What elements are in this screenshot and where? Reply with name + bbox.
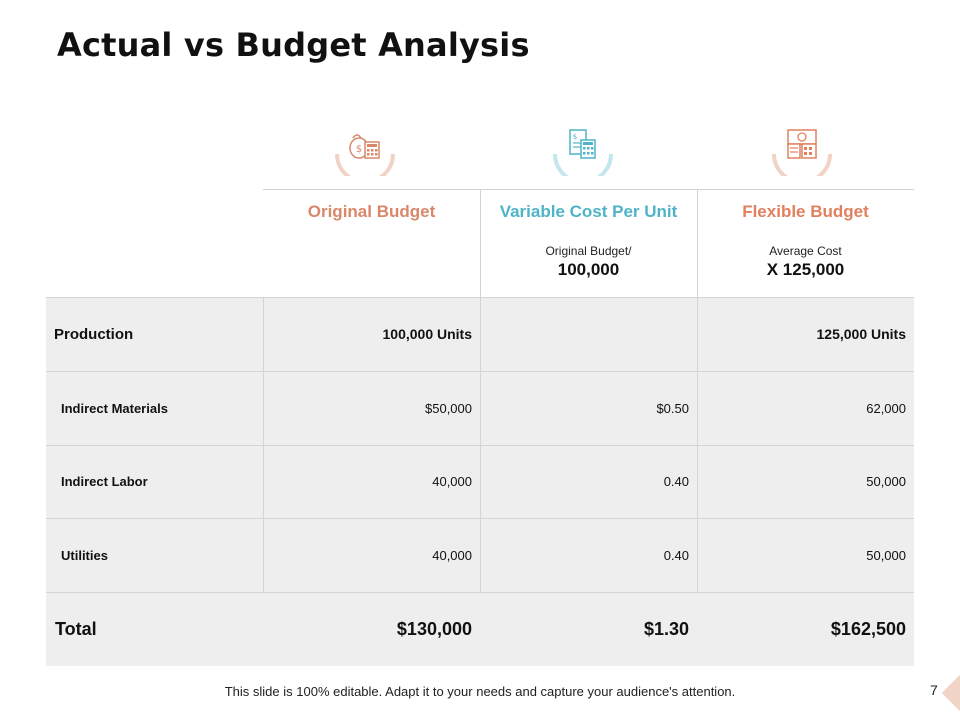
row-label-production: Production [54, 325, 134, 343]
column-divider [480, 297, 481, 592]
row-label-utilities: Utilities [61, 547, 108, 563]
footer-note: This slide is 100% editable. Adapt it to… [224, 684, 736, 699]
header-variable-subtitle: Original Budget/ [545, 244, 632, 258]
cell-total-flexible: $162,500 [830, 618, 906, 639]
header-original-budget: Original Budget [263, 190, 480, 297]
cell-materials-original: $50,000 [425, 400, 472, 416]
cell-labor-original: 40,000 [432, 474, 472, 489]
header-variable-cost: Variable Cost Per Unit Original Budget/ … [480, 190, 697, 297]
header-divider [697, 190, 698, 297]
page-number: 7 [930, 682, 938, 698]
row-label-indirect-labor: Indirect Labor [61, 474, 148, 489]
cell-labor-variable: 0.40 [663, 474, 689, 489]
row-label-total: Total [55, 618, 97, 639]
cell-labor-flexible: 50,000 [866, 474, 906, 489]
column-divider [263, 297, 264, 592]
header-flexible-multiplier: X 125,000 [766, 260, 845, 279]
svg-text:$: $ [356, 144, 362, 155]
cell-total-variable: $1.30 [643, 618, 689, 639]
header-flexible-subtitle: Average Cost [769, 244, 842, 258]
svg-text:$: $ [573, 133, 577, 141]
safe-calculator-icon [770, 124, 834, 176]
cell-production-original: 100,000 Units [382, 326, 473, 342]
header-variable-title: Variable Cost Per Unit [499, 202, 678, 221]
corner-accent [941, 671, 960, 715]
cell-utilities-flexible: 50,000 [866, 547, 906, 563]
money-bag-calculator-icon: $ [333, 124, 397, 176]
cell-materials-variable: $0.50 [656, 400, 689, 416]
header-variable-divisor: 100,000 [557, 260, 620, 279]
header-original-title: Original Budget [307, 202, 436, 221]
cell-production-flexible: 125,000 Units [816, 326, 907, 342]
cell-utilities-variable: 0.40 [663, 547, 689, 563]
slide-title: Actual vs Budget Analysis [57, 26, 530, 64]
cell-materials-flexible: 62,000 [866, 400, 906, 416]
header-flexible-budget: Flexible Budget Average Cost X 125,000 [697, 190, 914, 297]
cell-production-variable [480, 297, 697, 371]
header-flexible-title: Flexible Budget [742, 202, 869, 221]
cell-utilities-original: 40,000 [432, 547, 472, 563]
header-divider [480, 190, 481, 297]
cell-total-original: $130,000 [396, 618, 472, 639]
column-divider [697, 297, 698, 592]
invoice-calculator-icon: $ [551, 124, 615, 176]
row-label-indirect-materials: Indirect Materials [61, 400, 168, 416]
header-top-divider [263, 189, 914, 190]
row-divider [46, 592, 914, 593]
